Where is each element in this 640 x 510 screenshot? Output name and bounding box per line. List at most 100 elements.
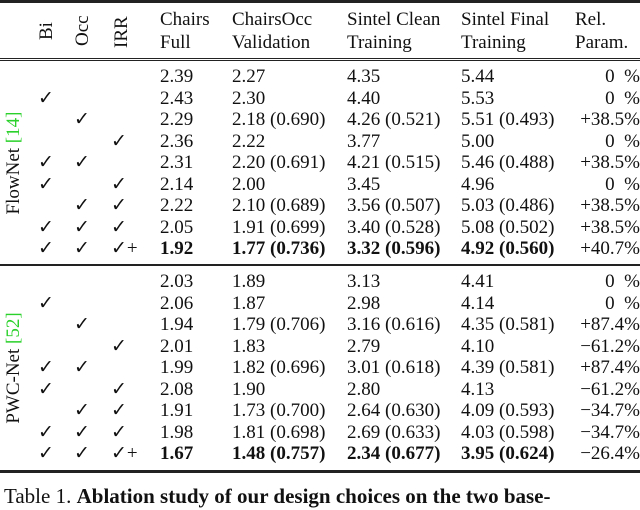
rel-param-value: 0 % [605, 173, 640, 195]
rel-param-value: +38.5% [580, 216, 640, 238]
chairs-full-value: 2.31 [160, 152, 194, 173]
occ-check: ✓ [74, 357, 90, 378]
header-line: Sintel Final [461, 9, 550, 30]
occ-check: ✓ [74, 109, 90, 130]
table-row: ✓ 2.43 2.30 4.40 5.53 0 % [0, 88, 640, 110]
occ-check: ✓ [74, 443, 90, 464]
chairsocc-value: 2.20 (0.691) [232, 152, 326, 173]
table-row: ✓ ✓ 2.14 2.00 3.45 4.96 0 % [0, 174, 640, 196]
sintel-final-value: 5.03 (0.486) [461, 195, 555, 216]
sintel-final-value: 4.92 (0.560) [461, 238, 555, 259]
table-row: ✓ 2.29 2.18 (0.690) 4.26 (0.521) 5.51 (0.493… [0, 109, 640, 131]
sintel-clean-value: 3.16 (0.616) [347, 314, 441, 335]
occ-check: ✓ [74, 195, 90, 216]
caption-label: Table 1. [4, 484, 77, 508]
header-bi: Bi [36, 22, 57, 40]
caption-text: Ablation study of our design choices on … [76, 484, 551, 508]
irr-check: ✓ [111, 130, 127, 152]
chairs-full-value: 2.39 [160, 66, 194, 87]
top-rule [0, 0, 640, 3]
sintel-clean-value: 3.45 [347, 173, 381, 195]
rel-param-value: −26.4% [580, 443, 640, 464]
sintel-clean-value: 2.80 [347, 378, 381, 400]
occ-check: ✓ [74, 152, 90, 173]
bi-check: ✓ [38, 292, 54, 314]
chairsocc-value: 2.00 [232, 173, 266, 195]
rel-param-value: +38.5% [580, 152, 640, 173]
rel-param-value: 0 % [605, 87, 640, 109]
table-row: ✓ 2.36 2.22 3.77 5.00 0 % [0, 131, 640, 153]
bi-check: ✓ [38, 378, 54, 400]
bi-check: ✓ [38, 421, 54, 443]
sintel-final-value: 5.53 [461, 87, 495, 109]
rel-param-value: +40.7% [580, 238, 640, 259]
rel-param-value: −34.7% [580, 400, 640, 421]
irr-check: ✓ [111, 421, 127, 443]
chairsocc-value: 1.82 (0.696) [232, 357, 326, 378]
chairsocc-value: 1.87 [232, 292, 266, 314]
header-rule-1 [0, 58, 640, 59]
table-row: ✓ ✓ 1.99 1.82 (0.696) 3.01 (0.618) 4.39 (0.58… [0, 357, 640, 379]
sintel-final-value: 4.03 (0.598) [461, 421, 555, 443]
occ-check: ✓ [74, 421, 90, 443]
chairs-full-value: 1.67 [160, 443, 194, 464]
bottom-rule [0, 470, 640, 473]
chairs-full-value: 2.36 [160, 130, 194, 152]
sintel-final-value: 4.13 [461, 378, 495, 400]
table-row: 2.03 1.89 3.13 4.41 0 % [0, 271, 640, 293]
bi-check: ✓ [38, 152, 54, 173]
table-row: ✓ ✓ 2.22 2.10 (0.689) 3.56 (0.507) 5.03 (0.48… [0, 195, 640, 217]
irr-check: ✓+ [111, 238, 138, 259]
bi-check: ✓ [38, 216, 54, 238]
rel-param-value: +38.5% [580, 195, 640, 216]
chairsocc-value: 2.10 (0.689) [232, 195, 326, 216]
sintel-final-value: 5.46 (0.488) [461, 152, 555, 173]
header-irr: IRR [111, 16, 132, 48]
sintel-final-value: 4.39 (0.581) [461, 357, 555, 378]
occ-check: ✓ [74, 314, 90, 335]
header-line: Full [160, 32, 191, 53]
header-line: Chairs [160, 9, 210, 30]
sintel-clean-value: 3.56 (0.507) [347, 195, 441, 216]
header-chairsocc: ChairsOcc Validation [232, 8, 312, 54]
bi-check: ✓ [38, 357, 54, 378]
occ-check: ✓ [74, 216, 90, 238]
chairs-full-value: 2.05 [160, 216, 194, 238]
occ-check: ✓ [74, 238, 90, 259]
irr-check: ✓ [111, 216, 127, 238]
sintel-final-value: 4.09 (0.593) [461, 400, 555, 421]
chairsocc-value: 1.48 (0.757) [232, 443, 326, 464]
sintel-clean-value: 4.26 (0.521) [347, 109, 441, 130]
sintel-clean-value: 3.13 [347, 271, 381, 292]
bi-check: ✓ [38, 87, 54, 109]
chairsocc-value: 2.22 [232, 130, 266, 152]
chairs-full-value: 1.98 [160, 421, 194, 443]
chairs-full-value: 2.06 [160, 292, 194, 314]
rel-param-value: 0 % [605, 130, 640, 152]
rel-param-value: 0 % [605, 271, 640, 292]
sintel-clean-value: 3.40 (0.528) [347, 216, 441, 238]
chairsocc-value: 1.90 [232, 378, 266, 400]
chairs-full-value: 2.01 [160, 335, 194, 357]
chairsocc-value: 2.18 (0.690) [232, 109, 326, 130]
irr-check: ✓ [111, 195, 127, 216]
table-row: 2.39 2.27 4.35 5.44 0 % [0, 66, 640, 88]
header-rule-2 [0, 60, 640, 61]
chairs-full-value: 2.03 [160, 271, 194, 292]
chairsocc-value: 1.89 [232, 271, 266, 292]
chairsocc-value: 1.83 [232, 335, 266, 357]
rel-param-value: +87.4% [580, 357, 640, 378]
chairs-full-value: 2.14 [160, 173, 194, 195]
table-row: ✓ ✓ 1.91 1.73 (0.700) 2.64 (0.630) 4.09 (0.59… [0, 400, 640, 422]
sintel-final-value: 4.10 [461, 335, 495, 357]
table-row: ✓ 1.94 1.79 (0.706) 3.16 (0.616) 4.35 (0.581… [0, 314, 640, 336]
header-sintel-clean: Sintel Clean Training [347, 8, 440, 54]
chairsocc-value: 1.73 (0.700) [232, 400, 326, 421]
rel-param-value: 0 % [605, 66, 640, 87]
header-line: Param. [575, 32, 629, 53]
table-row: ✓ ✓ 2.31 2.20 (0.691) 4.21 (0.515) 5.46 (0.48… [0, 152, 640, 174]
chairsocc-value: 1.77 (0.736) [232, 238, 326, 259]
chairsocc-value: 1.81 (0.698) [232, 421, 326, 443]
sintel-clean-value: 4.35 [347, 66, 381, 87]
sintel-clean-value: 2.34 (0.677) [347, 443, 441, 464]
